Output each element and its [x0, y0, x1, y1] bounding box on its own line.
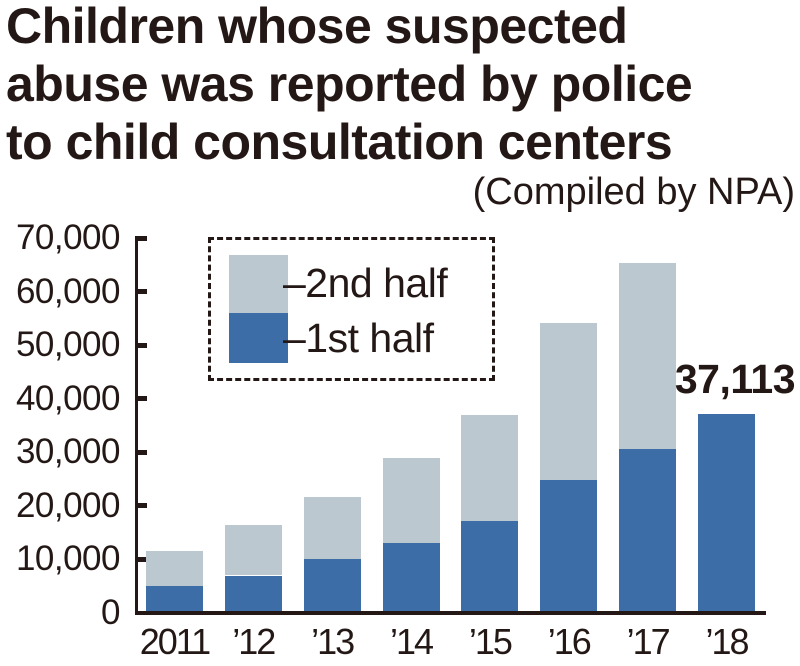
bar-segment-2nd-half [303, 497, 361, 560]
y-axis-tick [138, 235, 147, 241]
x-axis-label: ’16 [547, 621, 592, 662]
y-axis-tick [138, 449, 147, 455]
legend-label-2nd-half: –2nd half [283, 260, 448, 306]
credit-note: (Compiled by NPA) [472, 171, 795, 213]
y-axis-label: 30,000 [15, 432, 121, 472]
legend-swatch-1st-half [229, 313, 288, 363]
bar-segment-2nd-half [145, 551, 203, 587]
bar-segment-2nd-half [382, 458, 440, 544]
y-axis-label: 50,000 [15, 325, 121, 365]
bar-segment-1st-half [540, 480, 598, 613]
legend-swatch-2nd-half [229, 255, 288, 313]
bar-segment-1st-half [461, 521, 519, 613]
y-axis-tick [138, 396, 147, 402]
bar-segment-1st-half [145, 586, 203, 613]
bar-segment-1st-half [303, 559, 361, 613]
y-axis-label: 40,000 [15, 378, 121, 418]
x-axis-label: ’18 [705, 621, 750, 662]
y-axis-label: 20,000 [15, 485, 121, 525]
chart-title: Children whose suspected abuse was repor… [6, 0, 693, 170]
bar-segment-1st-half [224, 575, 282, 613]
y-axis-label: 60,000 [15, 271, 121, 311]
bar-segment-2nd-half [619, 262, 677, 450]
y-axis-label: 0 [101, 593, 120, 632]
y-axis-tick [138, 289, 147, 295]
y-axis-label: 10,000 [15, 539, 121, 579]
x-axis-label: ’14 [390, 621, 434, 662]
y-axis-label: 70,000 [15, 218, 121, 257]
x-axis-label: 2011 [139, 621, 211, 662]
bar-segment-2nd-half [224, 525, 282, 576]
y-axis-tick [138, 503, 147, 509]
legend-label-1st-half: –1st half [283, 315, 434, 361]
x-axis-line [135, 611, 766, 615]
y-axis-tick [138, 556, 147, 562]
bar-segment-1st-half [698, 414, 756, 613]
y-axis-line [135, 236, 138, 615]
y-axis-tick [138, 342, 147, 348]
bar-segment-1st-half [619, 449, 677, 613]
x-axis-label: ’15 [468, 621, 513, 662]
legend-box: –2nd half –1st half [208, 237, 495, 381]
x-axis-label: ’12 [232, 621, 276, 662]
bar-segment-2nd-half [461, 414, 519, 522]
x-axis-label: ’17 [626, 621, 671, 662]
bar-segment-1st-half [382, 543, 440, 613]
bar-segment-2nd-half [540, 322, 598, 481]
bar-value-label: 37,113 [674, 356, 796, 402]
x-axis-label: ’13 [311, 621, 355, 662]
